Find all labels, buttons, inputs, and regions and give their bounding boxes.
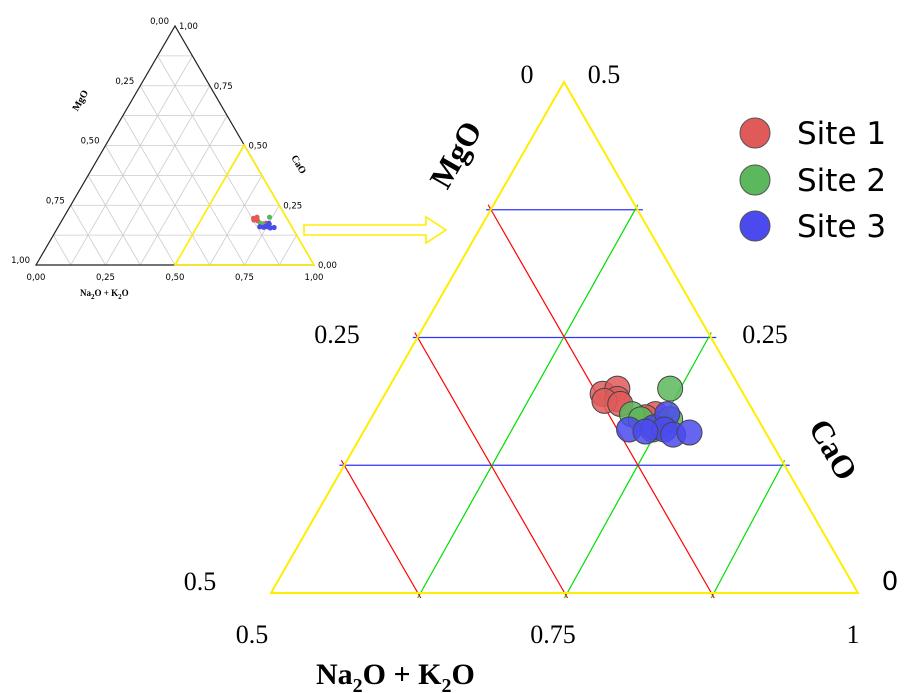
overview-highlight-region bbox=[173, 143, 316, 266]
overview-left-tick: 0,50 bbox=[81, 137, 100, 147]
overview-point bbox=[271, 224, 277, 231]
overview-right-tick: 0,75 bbox=[214, 82, 233, 92]
overview-bottom-tick: 1,00 bbox=[305, 273, 324, 283]
zoom-right-tick-2: 0 bbox=[882, 567, 899, 597]
overview-right-axis-label: CaO bbox=[288, 153, 308, 176]
zoom-left-axis-label: MgO bbox=[422, 115, 489, 195]
overview-bottom-tick: 0,50 bbox=[166, 273, 185, 283]
overview-point bbox=[267, 225, 273, 231]
overview-gridline bbox=[53, 234, 72, 266]
zoom-left-tick-1: 0.25 bbox=[314, 320, 360, 349]
legend-label-site-1: Site 1 bbox=[797, 116, 886, 152]
zoom-gridline-cao bbox=[710, 459, 786, 599]
overview-bottom-axis-label: Na2O + K2O bbox=[80, 288, 129, 301]
overview-right-tick: 0,50 bbox=[249, 142, 268, 152]
overview-points bbox=[250, 214, 277, 231]
overview-gridline bbox=[87, 175, 141, 266]
overview-right-tick: 0,00 bbox=[318, 261, 337, 271]
overview-left-tick: 0,75 bbox=[46, 196, 65, 206]
overview-gridline bbox=[278, 234, 297, 266]
overview-tick-labels: 0,00 0,25 0,50 0,75 1,00 0,00 0,25 0,50 0,75 1,00… bbox=[11, 17, 337, 283]
legend-item-site-1: Site 1 bbox=[739, 116, 886, 152]
overview-grid bbox=[53, 55, 297, 266]
zoom-bottom-tick-2: 1 bbox=[847, 620, 860, 649]
overview-left-tick: 1,00 bbox=[11, 256, 30, 266]
overview-left-tick: 0,00 bbox=[150, 17, 169, 27]
legend-marker-site-1 bbox=[739, 117, 771, 149]
zoom-gridline-na2o-k2o bbox=[340, 459, 422, 599]
overview-gridline bbox=[139, 115, 228, 266]
zoom-point-site-3 bbox=[632, 418, 659, 445]
zoom-arrow-icon bbox=[303, 215, 448, 245]
overview-point bbox=[266, 214, 273, 220]
overview-ternary: 0,00 0,25 0,50 0,75 1,00 0,00 0,25 0,50 0,75 1,00… bbox=[11, 17, 337, 301]
zoom-right-tick-1: 0.25 bbox=[742, 320, 788, 349]
overview-gridline bbox=[105, 145, 176, 266]
zoom-bottom-tick-0: 0.5 bbox=[236, 620, 269, 649]
legend-label-site-2: Site 2 bbox=[797, 163, 886, 199]
zoom-left-tick-2: 0.5 bbox=[184, 567, 217, 596]
overview-gridline bbox=[209, 175, 263, 266]
overview-gridline bbox=[70, 205, 106, 266]
zoomed-ternary: 0 0.25 0.5 0.5 0.25 0 0.5 0.75 1 MgO CaO… bbox=[184, 60, 899, 693]
zoom-gridline-cao bbox=[417, 204, 639, 599]
zoom-bottom-tick-1: 0.75 bbox=[530, 620, 576, 649]
legend: Site 1 Site 2 Site 3 bbox=[739, 116, 886, 245]
overview-bottom-tick: 0,75 bbox=[235, 273, 254, 283]
zoomed-frame bbox=[269, 79, 860, 594]
overview-bottom-tick: 0,00 bbox=[27, 273, 46, 283]
overview-point bbox=[257, 224, 263, 230]
overview-bottom-tick: 0,25 bbox=[96, 273, 115, 283]
overview-right-tick: 0,25 bbox=[283, 201, 302, 211]
legend-label-site-3: Site 3 bbox=[797, 209, 886, 245]
zoom-right-axis-label: CaO bbox=[802, 413, 865, 486]
zoomed-grid bbox=[339, 204, 790, 599]
overview-gridline bbox=[157, 55, 280, 266]
overview-left-tick: 0,25 bbox=[115, 77, 134, 87]
legend-item-site-2: Site 2 bbox=[739, 163, 886, 199]
zoom-point-site-2 bbox=[657, 375, 684, 402]
legend-marker-site-2 bbox=[739, 164, 771, 196]
overview-gridline bbox=[70, 55, 193, 266]
overview-left-axis-label: MgO bbox=[71, 88, 92, 113]
legend-marker-site-3 bbox=[739, 210, 771, 242]
zoom-point-site-3 bbox=[676, 419, 703, 446]
overview-gridline bbox=[122, 115, 211, 266]
zoomed-points bbox=[589, 375, 703, 448]
zoom-right-tick-0: 0.5 bbox=[588, 60, 621, 89]
zoom-bottom-axis-label: Na2O + K2O bbox=[316, 658, 475, 693]
zoom-left-tick-0: 0 bbox=[521, 60, 534, 89]
legend-item-site-3: Site 3 bbox=[739, 209, 886, 245]
overview-gridline bbox=[139, 85, 245, 266]
overview-right-tick: 1,00 bbox=[179, 22, 198, 32]
overview-point bbox=[261, 224, 267, 230]
zoom-gridline-na2o-k2o bbox=[414, 332, 569, 599]
